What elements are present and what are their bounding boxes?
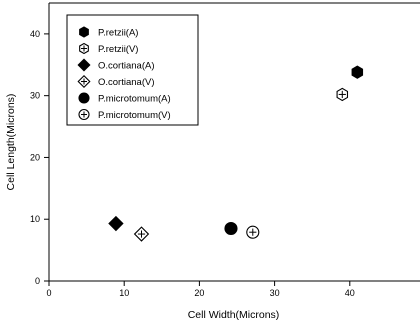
data-point: [108, 215, 124, 232]
circle-marker: [224, 221, 238, 236]
x-tick-label: 0: [46, 288, 51, 298]
hexagon-marker: [79, 26, 89, 38]
diamond-marker: [77, 58, 91, 72]
circle-marker: [78, 92, 90, 104]
data-point: [224, 221, 238, 236]
legend-marker: [77, 74, 91, 89]
legend-label: P.retzii(A): [98, 28, 138, 39]
data-point: [336, 87, 349, 102]
legend-label: P.microtomum(A): [98, 94, 171, 105]
x-tick-label: 40: [345, 288, 355, 298]
diamond-marker: [108, 215, 124, 232]
legend-marker: [79, 42, 89, 55]
legend-marker: [77, 58, 91, 72]
legend-label: O.cortiana(V): [98, 77, 155, 88]
legend-label: P.microtomum(V): [98, 110, 171, 121]
y-axis-title: Cell Length(Microns): [5, 94, 17, 191]
x-axis-title: Cell Width(Microns): [188, 309, 280, 321]
y-tick-label: 40: [30, 29, 40, 39]
y-tick-label: 10: [30, 214, 40, 224]
y-tick-label: 30: [30, 91, 40, 101]
legend-marker: [78, 108, 90, 121]
x-tick-label: 10: [119, 288, 129, 298]
legend-label: P.retzii(V): [98, 44, 138, 55]
hexagon-marker: [351, 65, 364, 79]
data-point: [133, 226, 150, 242]
legend: P.retzii(A) P.retzii(V) O.cortiana(A) O.cor…: [66, 14, 199, 126]
data-point: [246, 225, 260, 239]
x-tick-label: 30: [270, 288, 280, 298]
legend-marker: [79, 26, 89, 38]
data-point: [351, 65, 364, 79]
legend-marker: [78, 92, 90, 104]
legend-label: O.cortiana(A): [98, 61, 155, 72]
y-tick-label: 20: [30, 152, 40, 162]
x-tick-label: 20: [194, 288, 204, 298]
y-tick-label: 0: [35, 276, 40, 286]
